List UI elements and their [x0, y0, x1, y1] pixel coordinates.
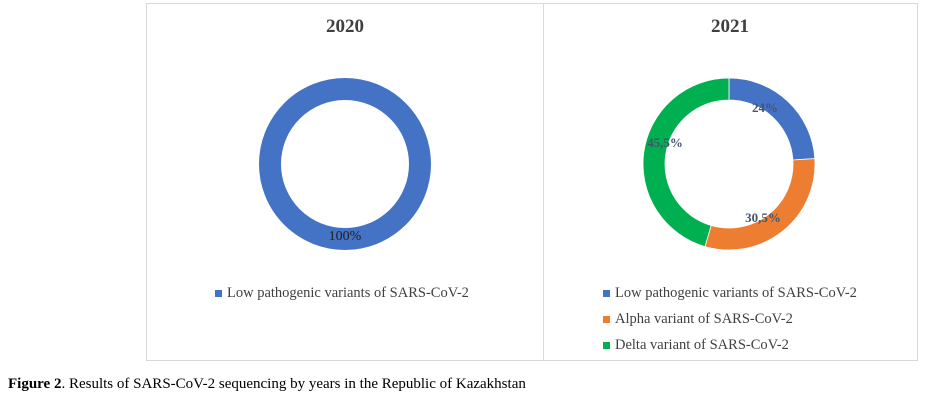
legend-label: Low pathogenic variants of SARS-CoV-2 — [227, 284, 469, 301]
legend-2020: Low pathogenic variants of SARS-CoV-2 — [215, 280, 469, 306]
legend-swatch — [215, 289, 222, 297]
chart-panel-2021: 2021 24% 30,5% 45,5% Low pathogenic varian… — [543, 4, 917, 360]
data-label-2: 30,5% — [745, 210, 781, 225]
caption-text: . Results of SARS-CoV-2 sequencing by ye… — [61, 376, 526, 392]
donut-chart-2020: 100% — [259, 78, 431, 250]
donut-chart-2021: 24% 30,5% 45,5% — [642, 77, 816, 251]
figure-frame: 2020 100% Low pathogenic variants of SAR… — [146, 3, 918, 361]
legend-swatch — [603, 289, 610, 297]
donut-slice-1 — [728, 77, 816, 161]
data-label-1: 100% — [329, 229, 362, 244]
legend-label: Delta variant of SARS-CoV-2 — [615, 336, 789, 353]
donut-slice-3 — [642, 77, 730, 248]
data-label-1: 24% — [752, 100, 778, 115]
legend-item: Low pathogenic variants of SARS-CoV-2 — [603, 280, 857, 306]
chart-title-2021: 2021 — [711, 16, 749, 37]
legend-item: Low pathogenic variants of SARS-CoV-2 — [215, 280, 469, 306]
legend-item: Alpha variant of SARS-CoV-2 — [603, 306, 857, 332]
legend-swatch — [603, 315, 610, 323]
donut-slice-1 — [259, 78, 431, 250]
legend-swatch — [603, 341, 610, 349]
data-label-3: 45,5% — [647, 135, 683, 150]
legend-label: Low pathogenic variants of SARS-CoV-2 — [615, 284, 857, 301]
legend-label: Alpha variant of SARS-CoV-2 — [615, 310, 793, 327]
donut-slice-2 — [704, 158, 816, 251]
legend-2021: Low pathogenic variants of SARS-CoV-2 Alp… — [603, 280, 857, 358]
chart-title-2020: 2020 — [326, 16, 364, 37]
caption-label: Figure 2 — [8, 376, 62, 392]
figure-caption: Figure 2. Results of SARS-CoV-2 sequenci… — [8, 376, 526, 393]
chart-panel-2020: 2020 100% Low pathogenic variants of SAR… — [147, 4, 544, 360]
legend-item: Delta variant of SARS-CoV-2 — [603, 332, 857, 358]
